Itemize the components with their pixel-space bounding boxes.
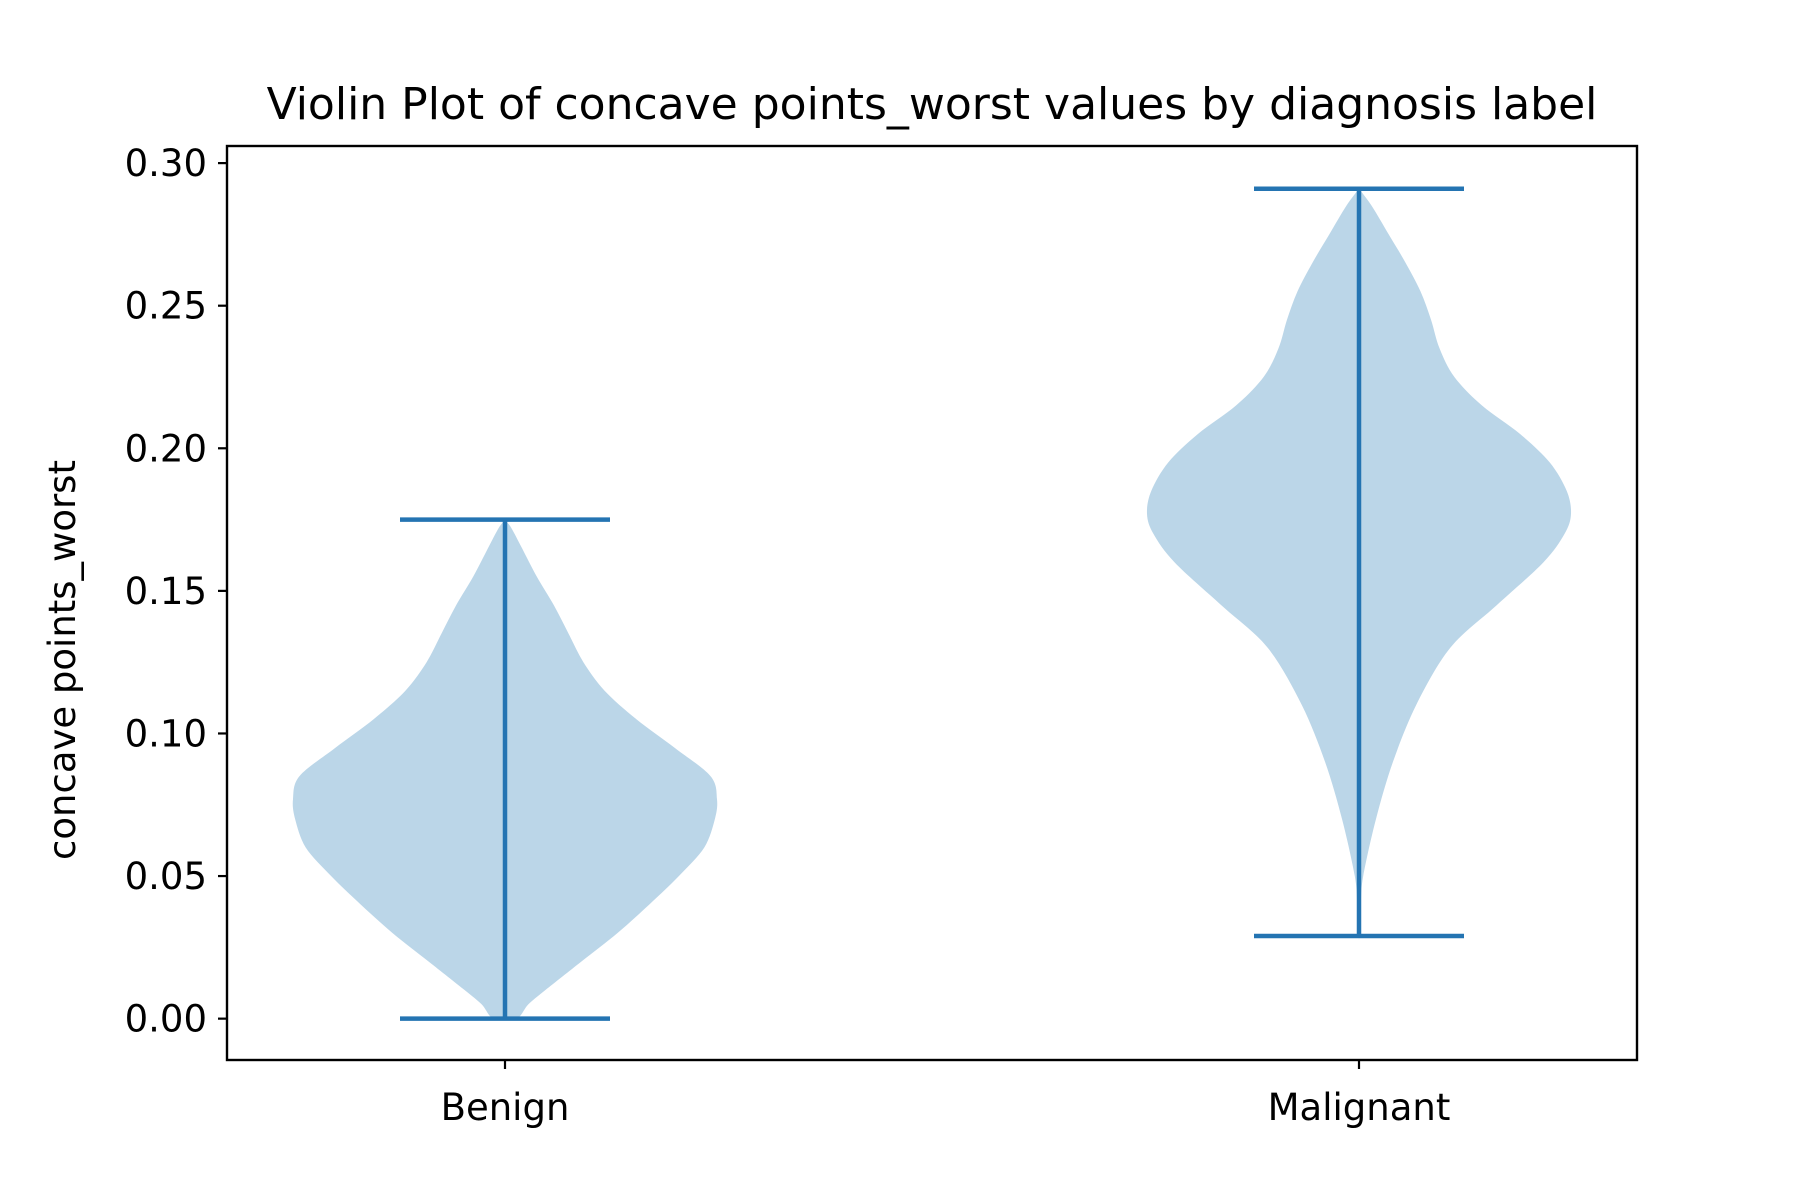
y-tick-label: 0.20 bbox=[125, 427, 207, 470]
plot-frame bbox=[225, 144, 1639, 1062]
y-axis-label: concave points_worst bbox=[41, 460, 84, 860]
y-tick-label: 0.25 bbox=[125, 285, 207, 328]
y-tick-label: 0.30 bbox=[125, 142, 207, 185]
y-tick-label: 0.05 bbox=[125, 855, 207, 898]
axes-layer bbox=[225, 144, 1639, 1062]
y-tick-label: 0.10 bbox=[125, 712, 207, 755]
x-tick-label-malignant: Malignant bbox=[1268, 1086, 1451, 1129]
violin-layer bbox=[292, 186, 1572, 1021]
x-axis-ticks: Benign Malignant bbox=[441, 1060, 1451, 1129]
y-axis-ticks: 0.00 0.05 0.10 0.15 0.20 0.25 0.30 bbox=[125, 142, 227, 1041]
x-tick-label-benign: Benign bbox=[441, 1086, 570, 1129]
chart-title: Violin Plot of concave points_worst valu… bbox=[267, 79, 1598, 130]
y-tick-label: 0.00 bbox=[125, 998, 207, 1041]
y-tick-label: 0.15 bbox=[125, 570, 207, 613]
